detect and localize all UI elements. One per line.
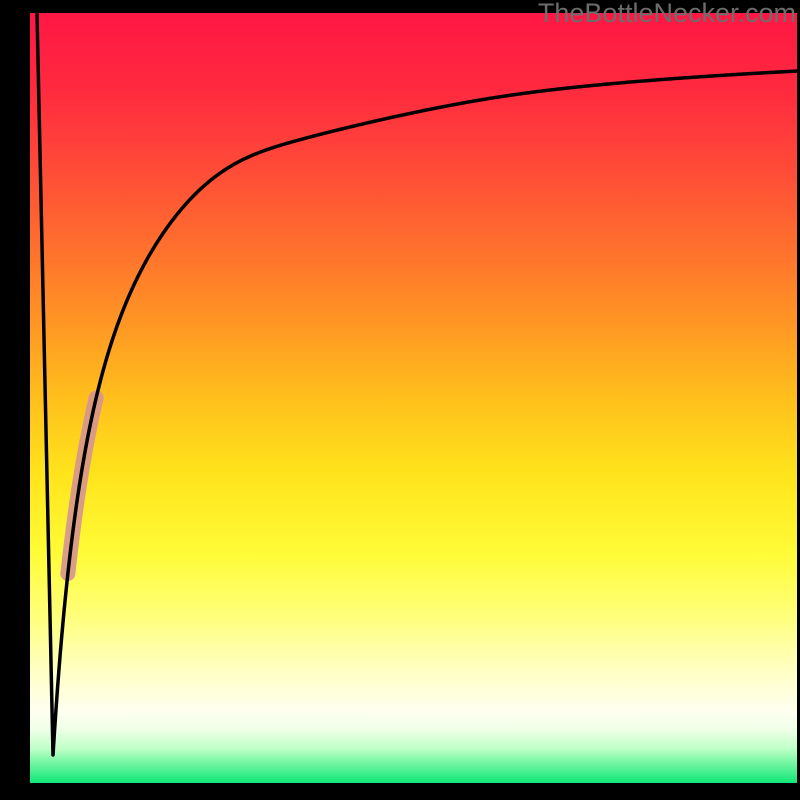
chart-canvas: TheBottleNecker.com [0,0,800,800]
curve-main [37,13,797,755]
bottleneck-curve [0,0,800,800]
attribution-label: TheBottleNecker.com [538,0,796,29]
